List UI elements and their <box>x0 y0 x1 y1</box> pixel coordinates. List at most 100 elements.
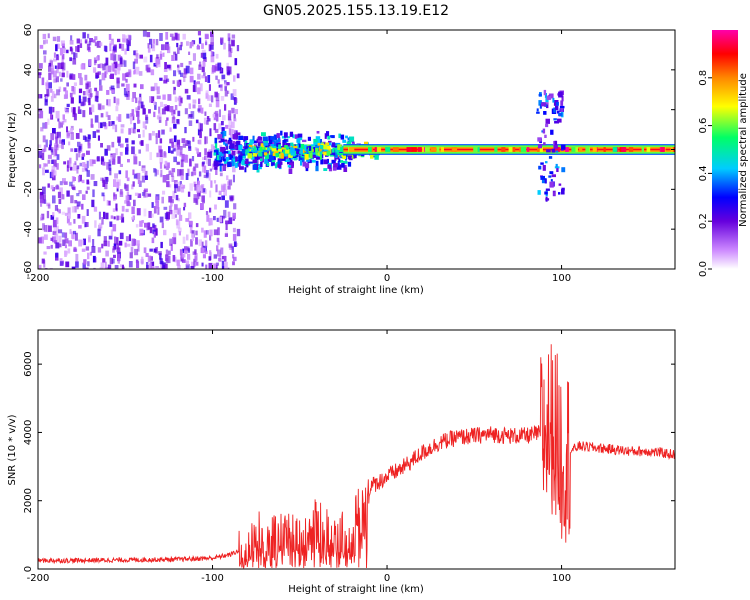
heatmap-cell <box>83 259 87 265</box>
heatmap-cell <box>231 107 235 114</box>
carrier-blob <box>440 147 444 152</box>
heatmap-cell <box>370 154 374 159</box>
heatmap-cell <box>181 259 186 263</box>
heatmap-cell <box>252 158 258 164</box>
heatmap-cell <box>230 135 234 139</box>
heatmap-cell <box>125 195 130 201</box>
heatmap-cell <box>144 125 147 130</box>
heatmap-cell <box>151 237 155 244</box>
heatmap-cell <box>131 146 135 155</box>
heatmap-cell <box>81 248 86 252</box>
heatmap-cell <box>338 158 341 162</box>
carrier-blob <box>661 147 665 152</box>
heatmap-cell <box>172 148 176 152</box>
heatmap-cell <box>180 251 184 259</box>
heatmap-cell <box>226 267 230 269</box>
heatmap-cell <box>55 185 60 190</box>
heatmap-cell <box>39 44 44 49</box>
heatmap-cell <box>119 57 123 65</box>
heatmap-cell <box>277 163 282 168</box>
heatmap-cell <box>227 211 231 217</box>
heatmap-cell <box>261 152 264 157</box>
heatmap-cell <box>186 41 189 46</box>
heatmap-cell <box>553 144 558 149</box>
heatmap-cell <box>85 83 89 90</box>
heatmap-cell <box>58 121 61 129</box>
heatmap-cell <box>118 215 122 220</box>
heatmap-cell <box>55 44 58 52</box>
heatmap-cell <box>168 205 172 211</box>
heatmap-cell <box>50 237 53 241</box>
heatmap-cell <box>287 156 293 160</box>
heatmap-cell <box>315 160 319 167</box>
heatmap-cell <box>228 44 231 52</box>
heatmap-cell <box>306 149 309 154</box>
heatmap-cell <box>45 39 48 44</box>
heatmap-cell <box>548 156 553 159</box>
heatmap-cell <box>337 161 340 166</box>
heatmap-cell <box>93 181 98 187</box>
heatmap-cell <box>69 166 73 171</box>
heatmap-cell <box>203 72 206 77</box>
heatmap-cell <box>172 109 176 115</box>
heatmap-cell <box>202 157 206 161</box>
heatmap-cell <box>238 161 241 167</box>
heatmap-cell <box>92 255 96 263</box>
carrier-blob <box>579 147 583 152</box>
heatmap-cell <box>66 165 69 172</box>
x-tick-label: 0 <box>384 273 390 284</box>
heatmap-cell <box>202 254 206 259</box>
heatmap-cell <box>542 128 546 134</box>
heatmap-cell <box>85 168 89 172</box>
heatmap-cell <box>543 142 546 146</box>
heatmap-cell <box>131 238 136 247</box>
heatmap-cell <box>143 108 146 115</box>
heatmap-cell <box>558 91 563 98</box>
heatmap-cell <box>113 196 116 201</box>
heatmap-cell <box>39 63 43 69</box>
heatmap-cell <box>69 181 73 187</box>
heatmap-cell <box>107 99 111 107</box>
heatmap-cell <box>227 90 230 94</box>
heatmap-cell <box>72 86 76 95</box>
heatmap-cell <box>48 72 52 80</box>
heatmap-cell <box>114 69 117 76</box>
spectrogram-y-label: Frequency (Hz) <box>7 112 18 188</box>
heatmap-cell <box>546 96 552 100</box>
heatmap-cell <box>537 137 542 142</box>
heatmap-cell <box>180 149 183 156</box>
heatmap-cell <box>209 207 212 213</box>
heatmap-cell <box>72 177 76 181</box>
heatmap-cell <box>121 205 125 212</box>
heatmap-cell <box>51 169 55 178</box>
heatmap-cell <box>200 203 204 210</box>
heatmap-cell <box>92 189 95 198</box>
heatmap-cell <box>145 143 149 152</box>
heatmap-cell <box>139 93 142 98</box>
heatmap-cell <box>77 175 80 183</box>
heatmap-cell <box>540 162 544 165</box>
heatmap-cell <box>188 103 191 109</box>
heatmap-cell <box>47 33 50 39</box>
heatmap-cell <box>180 175 184 180</box>
heatmap-cell <box>221 185 225 192</box>
heatmap-cell <box>216 245 219 252</box>
heatmap-cell <box>295 153 299 158</box>
heatmap-cell <box>233 146 237 150</box>
heatmap-cell <box>84 222 89 227</box>
heatmap-cell <box>85 190 88 194</box>
heatmap-cell <box>170 172 174 177</box>
heatmap-cell <box>545 188 550 191</box>
heatmap-cell <box>173 135 177 143</box>
heatmap-cell <box>116 81 120 89</box>
heatmap-cell <box>225 223 228 231</box>
heatmap-cell <box>213 123 217 131</box>
heatmap-cell <box>180 97 183 104</box>
heatmap-cell <box>539 104 542 109</box>
heatmap-cell <box>546 103 549 109</box>
heatmap-cell <box>261 132 266 137</box>
heatmap-cell <box>262 149 268 153</box>
heatmap-cell <box>278 148 283 152</box>
heatmap-cell <box>319 153 322 160</box>
heatmap-cell <box>119 143 124 148</box>
